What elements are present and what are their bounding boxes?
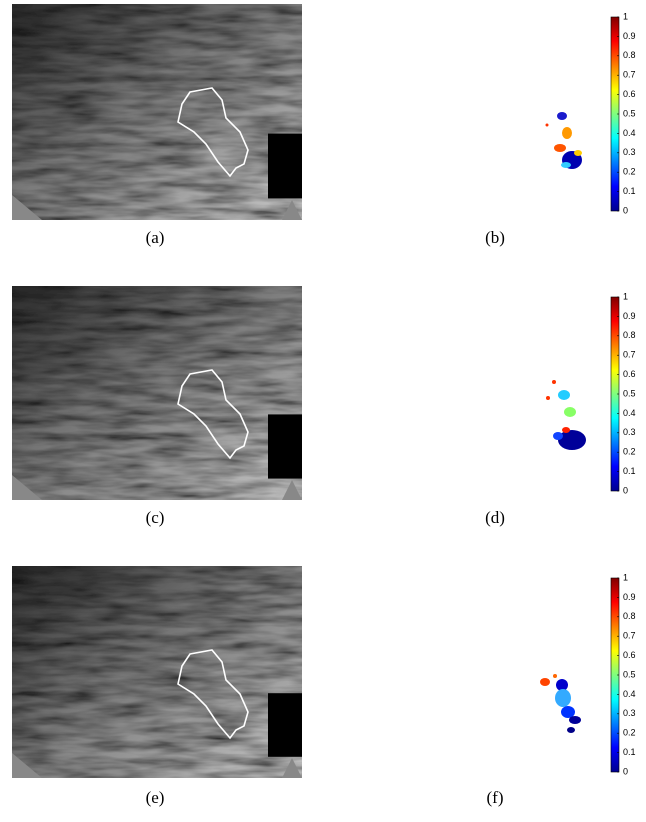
heat-blob (554, 144, 566, 152)
tick-label: 0 (623, 485, 628, 495)
heat-blob (556, 679, 568, 691)
heat-blob (552, 380, 556, 384)
photo-corner (282, 200, 302, 220)
tick-label: 0.1 (623, 186, 636, 196)
tick-label: 0.4 (623, 689, 636, 699)
roi-outline (177, 87, 249, 178)
heat-blob (555, 689, 571, 707)
tick-label: 1 (623, 11, 628, 21)
heat-blob (546, 396, 550, 400)
tick-label: 0.5 (623, 669, 636, 679)
tick-label: 0.2 (623, 728, 636, 738)
black-patch (268, 133, 302, 199)
tick-label: 0.8 (623, 50, 636, 60)
heat-blob (562, 427, 570, 433)
tick-label: 0.9 (623, 592, 636, 602)
roi-outline (177, 649, 249, 740)
tick-label: 0.2 (623, 447, 636, 457)
caption: (d) (485, 508, 505, 527)
tick-label: 0.4 (623, 408, 636, 418)
heat-blob (562, 127, 572, 139)
heat-blob (558, 390, 570, 400)
tick-label: 0.4 (623, 128, 636, 138)
heat-blob (558, 430, 586, 450)
photo (12, 566, 302, 778)
tick-label: 0 (623, 766, 628, 776)
photo-corner (282, 758, 302, 778)
photo-base (12, 286, 302, 500)
tick-label: 1 (623, 291, 628, 301)
heat-blob (561, 162, 571, 168)
heat-blob (545, 123, 549, 127)
heat-blob (540, 678, 550, 686)
photo (12, 4, 302, 220)
tick-label: 0.6 (623, 369, 636, 379)
heat-blob (557, 112, 567, 120)
photo-corner (282, 480, 302, 500)
tick-label: 0.7 (623, 350, 636, 360)
roi-outline (177, 369, 249, 460)
tick-label: 0.3 (623, 427, 636, 437)
tick-label: 0.1 (623, 466, 636, 476)
black-patch (268, 693, 302, 757)
caption: (b) (485, 228, 505, 247)
photo-corner (12, 475, 42, 500)
photo (12, 286, 302, 500)
caption: (c) (146, 508, 165, 527)
heat-blob (553, 432, 563, 440)
photo-base (12, 566, 302, 778)
caption: (f) (487, 788, 504, 807)
heat-blob (567, 727, 575, 733)
tick-label: 0 (623, 205, 628, 215)
tick-label: 0.6 (623, 89, 636, 99)
tick-label: 0.7 (623, 70, 636, 80)
heat-blob (574, 150, 582, 156)
black-patch (268, 414, 302, 479)
heat-blob (561, 706, 575, 718)
heat-blob (553, 674, 557, 678)
tick-label: 1 (623, 572, 628, 582)
photo-base (12, 4, 302, 220)
tick-label: 0.9 (623, 31, 636, 41)
tick-label: 0.2 (623, 167, 636, 177)
heat-blob (569, 716, 581, 724)
photo-corner (12, 753, 42, 778)
tick-label: 0.6 (623, 650, 636, 660)
tick-label: 0.3 (623, 147, 636, 157)
tick-label: 0.9 (623, 311, 636, 321)
caption: (a) (146, 228, 165, 247)
tick-label: 0.5 (623, 108, 636, 118)
photo-corner (12, 195, 42, 220)
caption: (e) (146, 788, 165, 807)
tick-label: 0.8 (623, 611, 636, 621)
tick-label: 0.7 (623, 631, 636, 641)
heat-blob (564, 407, 576, 417)
tick-label: 0.8 (623, 330, 636, 340)
tick-label: 0.3 (623, 708, 636, 718)
tick-label: 0.1 (623, 747, 636, 757)
tick-label: 0.5 (623, 388, 636, 398)
